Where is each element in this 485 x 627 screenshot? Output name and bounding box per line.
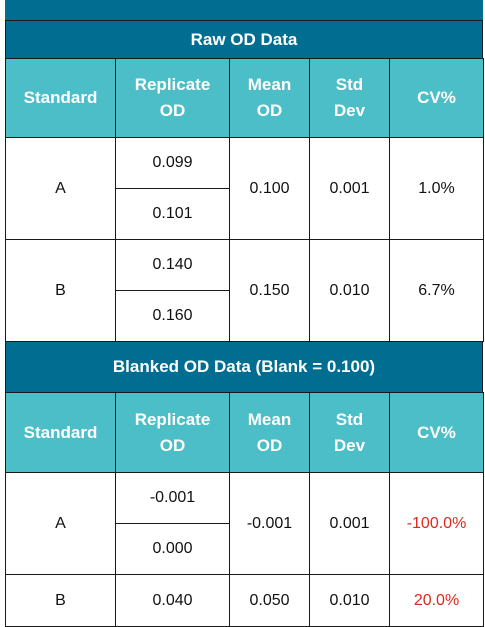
header-standard: Standard <box>5 392 116 473</box>
header-mean-od: Mean OD <box>229 58 310 138</box>
header-replicate-od: Replicate OD <box>115 58 230 138</box>
raw-section-title-text: Raw OD Data <box>190 29 298 49</box>
header-mean-od: Mean OD <box>229 392 310 473</box>
table-row: 0.101 <box>6 188 484 240</box>
standard-cell: B <box>5 574 116 627</box>
std-dev-cell: 0.010 <box>309 239 390 342</box>
standard-cell: B <box>5 239 116 342</box>
cv-cell: 20.0% <box>389 574 484 627</box>
table-row: 0.160 <box>6 290 484 342</box>
blanked-header-row: Standard Replicate OD Mean OD Std Dev CV… <box>5 392 484 473</box>
std-dev-cell: 0.010 <box>309 574 390 627</box>
header-std-dev: Std Dev <box>309 58 390 138</box>
header-cv: CV% <box>389 58 484 138</box>
raw-header-row: Standard Replicate OD Mean OD Std Dev CV… <box>5 58 484 138</box>
mean-cell: 0.050 <box>229 574 310 627</box>
replicate-cell: 0.040 <box>115 574 230 627</box>
raw-section-title: Raw OD Data <box>5 20 483 59</box>
replicate-cell: -0.001 <box>115 472 230 524</box>
mean-cell: 0.150 <box>229 239 310 342</box>
header-cv: CV% <box>389 392 484 473</box>
blanked-od-table: Standard Replicate OD Mean OD Std Dev CV… <box>5 392 484 627</box>
replicate-cell: 0.099 <box>115 137 230 189</box>
header-standard: Standard <box>5 58 116 138</box>
standard-cell: A <box>5 472 116 575</box>
cv-cell: 6.7% <box>389 239 484 342</box>
table-row: A -0.001 -0.001 0.001 -100.0% <box>5 472 484 575</box>
table-row: B 0.140 0.150 0.010 6.7% <box>5 239 484 342</box>
header-std-dev: Std Dev <box>309 392 390 473</box>
top-band-edge <box>5 0 483 20</box>
standard-cell: A <box>5 137 116 240</box>
raw-od-table: Standard Replicate OD Mean OD Std Dev CV… <box>5 58 484 342</box>
replicate-cell: 0.101 <box>115 188 230 240</box>
table-row: B 0.040 0.050 0.010 20.0% <box>5 574 484 627</box>
blanked-section-title-text: Blanked OD Data (Blank = 0.100) <box>112 357 376 376</box>
mean-cell: 0.100 <box>229 137 310 240</box>
replicate-cell: 0.140 <box>115 239 230 291</box>
cv-cell: -100.0% <box>389 472 484 575</box>
std-dev-cell: 0.001 <box>309 137 390 240</box>
replicate-cell: 0.000 <box>115 523 230 575</box>
header-replicate-od: Replicate OD <box>115 392 230 473</box>
table-row: A 0.099 0.100 0.001 1.0% <box>5 137 484 240</box>
std-dev-cell: 0.001 <box>309 472 390 575</box>
cv-cell: 1.0% <box>389 137 484 240</box>
mean-cell: -0.001 <box>229 472 310 575</box>
blanked-section-title: Blanked OD Data (Blank = 0.100) <box>5 341 483 393</box>
replicate-cell: 0.160 <box>115 290 230 342</box>
